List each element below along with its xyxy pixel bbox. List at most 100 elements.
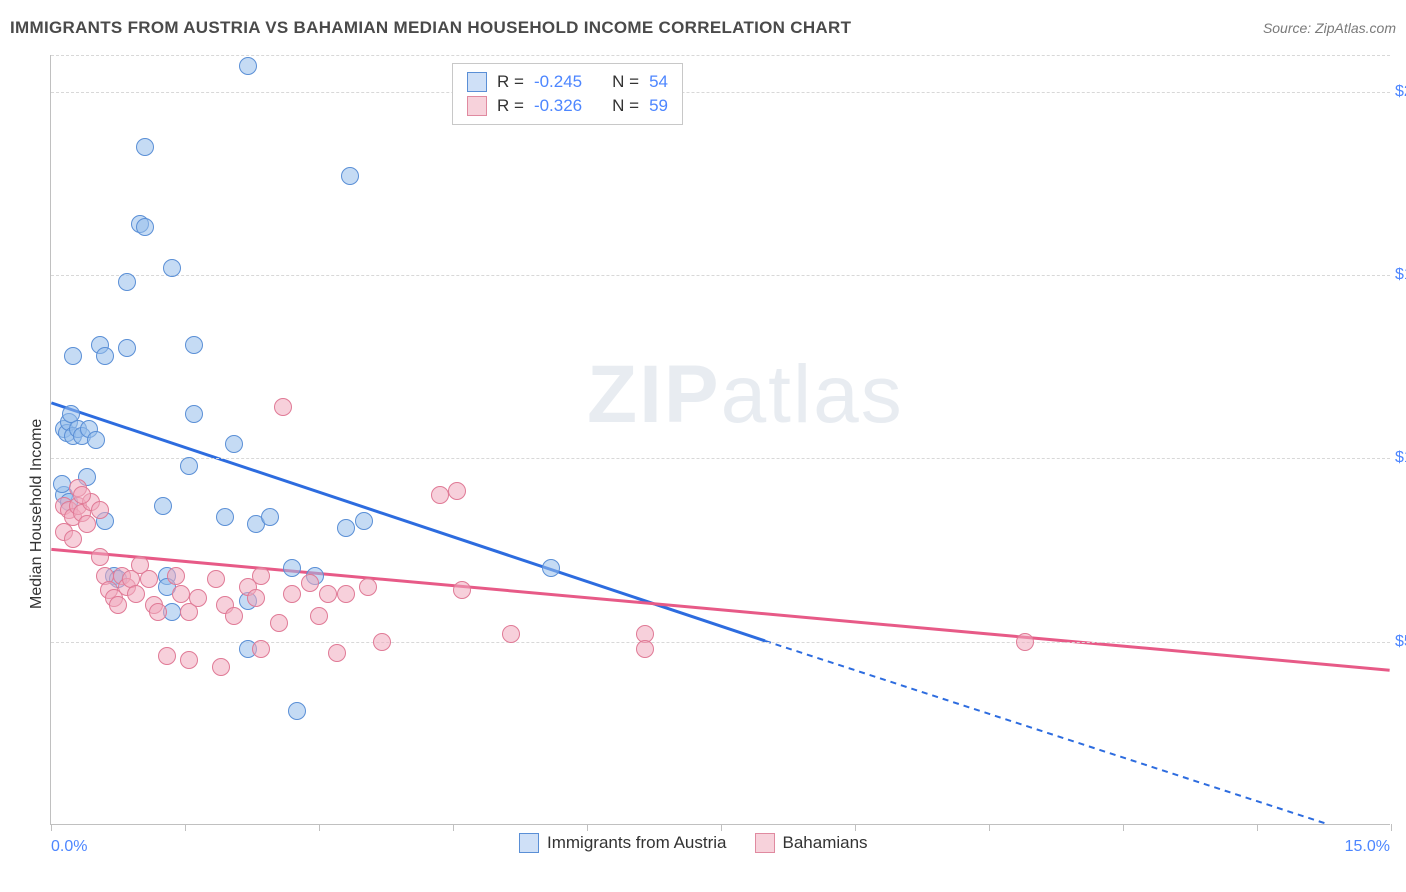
legend-r-value: -0.326 (534, 96, 582, 116)
scatter-point-austria (542, 559, 560, 577)
scatter-point-austria (239, 57, 257, 75)
scatter-point-austria (225, 435, 243, 453)
legend-series-item: Bahamians (755, 833, 868, 853)
scatter-point-bahamian (140, 570, 158, 588)
title-bar: IMMIGRANTS FROM AUSTRIA VS BAHAMIAN MEDI… (10, 18, 1396, 38)
scatter-point-bahamian (207, 570, 225, 588)
scatter-point-bahamian (109, 596, 127, 614)
scatter-point-bahamian (225, 607, 243, 625)
x-axis-min-label: 0.0% (51, 838, 87, 856)
scatter-point-bahamian (431, 486, 449, 504)
x-tick (185, 824, 186, 831)
scatter-point-austria (341, 167, 359, 185)
scatter-point-austria (96, 347, 114, 365)
scatter-point-bahamian (337, 585, 355, 603)
scatter-point-bahamian (127, 585, 145, 603)
legend-n-value: 54 (649, 72, 668, 92)
x-tick (319, 824, 320, 831)
scatter-point-austria (185, 405, 203, 423)
scatter-point-bahamian (167, 567, 185, 585)
legend-correlation-row: R = -0.326 N = 59 (467, 94, 668, 118)
watermark-light: atlas (721, 349, 904, 440)
scatter-point-bahamian (502, 625, 520, 643)
legend-series-item: Immigrants from Austria (519, 833, 727, 853)
scatter-point-bahamian (636, 640, 654, 658)
legend-series: Immigrants from Austria Bahamians (519, 833, 868, 853)
scatter-point-bahamian (172, 585, 190, 603)
scatter-point-bahamian (247, 589, 265, 607)
scatter-point-bahamian (180, 651, 198, 669)
x-tick (1123, 824, 1124, 831)
legend-swatch (519, 833, 539, 853)
legend-r-label: R = (497, 96, 524, 116)
x-tick (51, 824, 52, 831)
scatter-point-bahamian (310, 607, 328, 625)
watermark: ZIPatlas (587, 348, 904, 442)
scatter-point-austria (64, 347, 82, 365)
x-tick (1391, 824, 1392, 831)
scatter-point-austria (163, 259, 181, 277)
scatter-point-bahamian (78, 515, 96, 533)
scatter-point-bahamian (91, 548, 109, 566)
correlation-chart: IMMIGRANTS FROM AUSTRIA VS BAHAMIAN MEDI… (0, 0, 1406, 892)
legend-correlation-row: R =-0.245N =54 (467, 70, 668, 94)
gridline (51, 275, 1390, 276)
scatter-point-bahamian (212, 658, 230, 676)
x-tick (1257, 824, 1258, 831)
legend-r-value: -0.245 (534, 72, 582, 92)
gridline (51, 55, 1390, 56)
scatter-point-bahamian (328, 644, 346, 662)
legend-swatch (467, 96, 487, 116)
scatter-point-austria (53, 475, 71, 493)
scatter-point-austria (180, 457, 198, 475)
legend-n-value: 59 (649, 96, 668, 116)
trend-line-dash-austria (765, 641, 1327, 824)
scatter-point-bahamian (64, 530, 82, 548)
x-tick (855, 824, 856, 831)
scatter-point-austria (136, 218, 154, 236)
scatter-point-bahamian (73, 486, 91, 504)
scatter-point-austria (87, 431, 105, 449)
scatter-point-bahamian (91, 501, 109, 519)
x-tick (721, 824, 722, 831)
legend-swatch (755, 833, 775, 853)
scatter-point-bahamian (270, 614, 288, 632)
plot-area: ZIPatlas $50,000$100,000$150,000$200,000… (50, 55, 1390, 825)
scatter-point-bahamian (319, 585, 337, 603)
trend-lines (51, 55, 1390, 824)
legend-swatch (467, 72, 487, 92)
y-tick-label: $100,000 (1395, 449, 1406, 467)
scatter-point-austria (355, 512, 373, 530)
scatter-point-bahamian (189, 589, 207, 607)
chart-title: IMMIGRANTS FROM AUSTRIA VS BAHAMIAN MEDI… (10, 18, 851, 38)
scatter-point-austria (136, 138, 154, 156)
scatter-point-bahamian (453, 581, 471, 599)
scatter-point-bahamian (252, 567, 270, 585)
scatter-point-bahamian (448, 482, 466, 500)
legend-n-label: N = (612, 96, 639, 116)
scatter-point-bahamian (283, 585, 301, 603)
legend-r-label: R = (497, 72, 524, 92)
x-tick (453, 824, 454, 831)
scatter-point-austria (288, 702, 306, 720)
scatter-point-bahamian (149, 603, 167, 621)
scatter-point-austria (118, 339, 136, 357)
legend-correlation: R = -0.245 N = 54R = -0.326 N = 59 (452, 63, 683, 125)
y-axis-title: Median Household Income (28, 419, 46, 609)
scatter-point-bahamian (359, 578, 377, 596)
gridline (51, 92, 1390, 93)
scatter-point-austria (118, 273, 136, 291)
x-tick (587, 824, 588, 831)
watermark-bold: ZIP (587, 349, 721, 440)
scatter-point-bahamian (158, 647, 176, 665)
y-tick-label: $150,000 (1395, 266, 1406, 284)
legend-series-label: Bahamians (783, 833, 868, 853)
scatter-point-austria (185, 336, 203, 354)
gridline (51, 458, 1390, 459)
scatter-point-bahamian (373, 633, 391, 651)
x-axis-max-label: 15.0% (1345, 838, 1390, 856)
scatter-point-austria (216, 508, 234, 526)
scatter-point-austria (154, 497, 172, 515)
scatter-point-bahamian (301, 574, 319, 592)
y-tick-label: $50,000 (1395, 633, 1406, 651)
